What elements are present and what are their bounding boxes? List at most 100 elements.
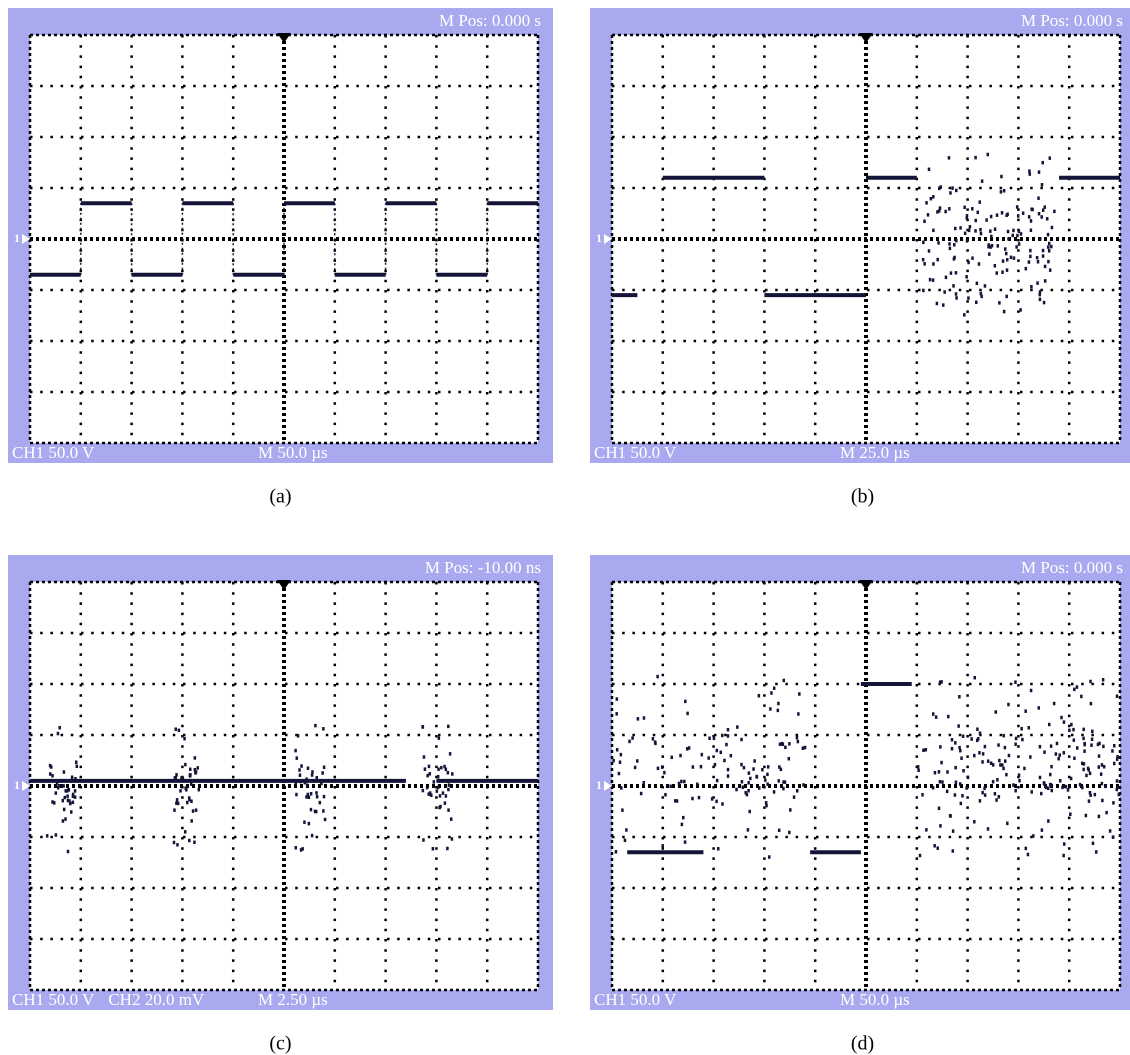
waveform-dot [428, 765, 431, 769]
waveform-dot [190, 819, 193, 823]
waveform-dot [1014, 789, 1017, 793]
waveform-dot [1043, 750, 1046, 754]
waveform-dot [1050, 783, 1053, 787]
waveform-dot [932, 712, 935, 716]
waveform-dot [985, 218, 988, 222]
waveform-dot [188, 839, 191, 843]
waveform-dot [1006, 213, 1009, 217]
waveform-dot [708, 737, 711, 741]
waveform-dot [748, 810, 751, 814]
waveform-dot [1055, 752, 1058, 756]
waveform-dot [71, 776, 74, 780]
waveform-dot [1036, 281, 1039, 285]
waveform-dot [989, 229, 992, 233]
waveform-dot [978, 200, 981, 204]
waveform-dot [1113, 744, 1116, 748]
waveform-dot [997, 743, 1000, 747]
horizontal-position: M Pos: 0.000 s [439, 11, 541, 30]
waveform-dot [992, 780, 995, 784]
waveform-dot [310, 808, 313, 812]
waveform-dot [678, 782, 681, 786]
waveform-dot [67, 850, 70, 854]
waveform-dot [981, 179, 984, 183]
waveform-dot [953, 256, 956, 259]
waveform-dot [618, 772, 621, 776]
waveform-dot [777, 702, 780, 706]
waveform-dot [1053, 702, 1056, 706]
waveform-dot [1027, 853, 1030, 857]
waveform-dot [921, 793, 924, 797]
waveform-dot [1050, 765, 1053, 769]
waveform-dot [298, 768, 301, 772]
waveform-dot [76, 765, 79, 769]
horizontal-position: M Pos: 0.000 s [1021, 558, 1123, 577]
waveform-dot [958, 695, 961, 699]
waveform-dot [955, 292, 958, 296]
waveform-dot [1056, 742, 1059, 746]
waveform-dot [1079, 783, 1082, 787]
waveform-dot [1004, 247, 1007, 251]
waveform-dot [619, 760, 622, 764]
waveform-dot [789, 808, 792, 812]
waveform-dot [294, 749, 297, 753]
waveform-dot [1072, 728, 1075, 732]
waveform-dot [987, 827, 990, 831]
waveform-dot [682, 816, 685, 820]
waveform-dot [663, 771, 666, 775]
waveform-dot [1010, 256, 1013, 260]
waveform-dot [72, 795, 75, 799]
waveform-dot [1043, 301, 1046, 305]
waveform-dot [177, 802, 180, 806]
waveform-dot [188, 796, 191, 800]
waveform-dot [680, 780, 683, 784]
waveform-dot [1063, 842, 1066, 846]
waveform-dot [1022, 211, 1025, 215]
waveform-dot [306, 784, 309, 788]
waveform-dot [1073, 738, 1076, 742]
waveform-dot [748, 771, 751, 775]
waveform-dot [192, 809, 195, 813]
waveform-dot [1083, 742, 1086, 746]
waveform-dot [437, 767, 440, 771]
waveform-dot [194, 771, 197, 775]
waveform-dot [1031, 208, 1034, 212]
waveform-dot [1012, 783, 1015, 787]
waveform-dot [1014, 680, 1017, 684]
waveform-dot [1029, 755, 1032, 759]
waveform-dot [735, 788, 738, 792]
channel-marker: 1 [14, 231, 20, 245]
waveform-dot [634, 766, 637, 770]
waveform-dot [1002, 259, 1005, 263]
waveform-dot [982, 752, 985, 756]
waveform-dot [1118, 793, 1121, 797]
waveform-dot [1059, 753, 1062, 757]
waveform-dot [994, 792, 997, 796]
waveform-dot [1085, 814, 1088, 818]
waveform-dot [984, 793, 987, 797]
waveform-dot [939, 680, 942, 684]
waveform-dot [954, 741, 957, 745]
waveform-dot [1103, 765, 1106, 769]
waveform-dot [959, 226, 962, 230]
waveform-dot [64, 796, 67, 800]
waveform-dot [1003, 189, 1006, 193]
waveform-dot [1039, 776, 1042, 780]
channel-scale: CH2 20.0 mV [108, 990, 205, 1009]
panel-caption: (d) [851, 1033, 874, 1055]
waveform-dot [1028, 215, 1031, 219]
waveform-dot [953, 243, 956, 247]
waveform-dot [322, 727, 325, 731]
waveform-dot [951, 186, 954, 190]
waveform-dot [58, 726, 61, 730]
waveform-dot [684, 700, 687, 704]
waveform-dot [1018, 242, 1021, 246]
waveform-dot [770, 691, 773, 695]
waveform-dot [777, 709, 780, 713]
waveform-dot [783, 679, 786, 683]
waveform-dot [62, 799, 65, 803]
waveform-dot [987, 759, 990, 763]
waveform-dot [295, 846, 298, 850]
channel-marker: 1 [596, 778, 602, 792]
waveform-dot [1116, 788, 1119, 792]
waveform-dot [640, 792, 643, 796]
